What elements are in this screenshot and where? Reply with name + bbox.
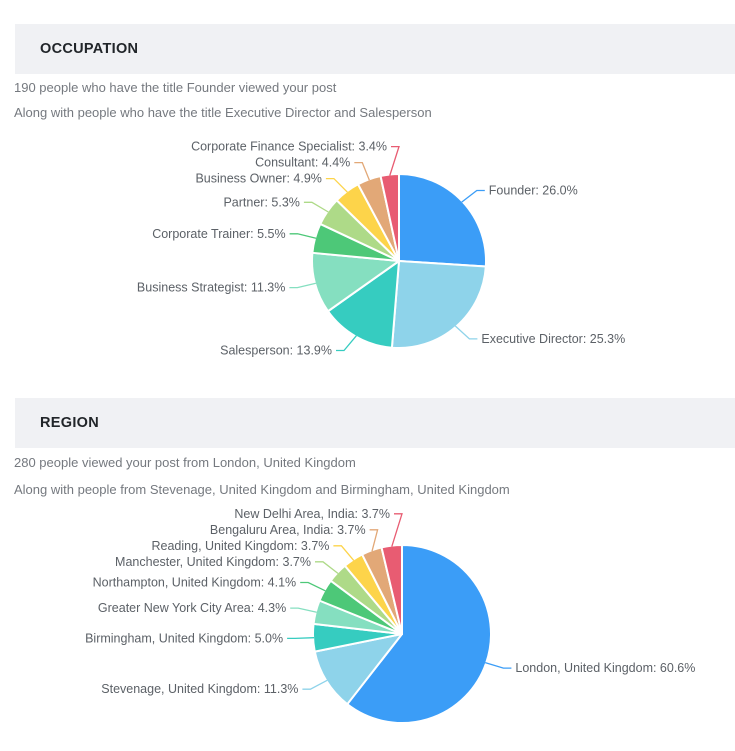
pie-label-line-northampton-united-kingdom (300, 581, 326, 592)
pie-label-bengaluru-area-india: Bengaluru Area, India: 3.7% (210, 523, 366, 537)
occupation-pie-chart: Corporate Finance Specialist: 3.4% Consul… (137, 140, 625, 358)
pie-label-reading-united-kingdom: Reading, United Kingdom: 3.7% (152, 539, 330, 553)
pie-label-line-executive-director (454, 325, 478, 340)
pie-slice-executive-director[interactable] (390, 260, 487, 349)
pie-label-line-consultant (354, 161, 371, 181)
pie-label-line-business-strategist (289, 282, 317, 289)
pie-label-business-strategist: Business Strategist: 11.3% (137, 281, 285, 295)
pie-label-consultant: Consultant: 4.4% (255, 156, 350, 170)
pie-label-line-manchester-united-kingdom (315, 561, 339, 575)
pie-label-line-salesperson (336, 335, 357, 352)
pie-label-line-stevenage-united-kingdom (302, 679, 328, 690)
pie-label-london-united-kingdom: London, United Kingdom: 60.6% (515, 661, 695, 675)
region-secondary-text: Along with people from Stevenage, United… (14, 482, 510, 497)
pie-label-partner: Partner: 5.3% (223, 195, 299, 209)
pie-label-corporate-trainer: Corporate Trainer: 5.5% (152, 227, 285, 241)
pie-label-line-business-owner (325, 177, 348, 193)
pie-label-new-delhi-area-india: New Delhi Area, India: 3.7% (234, 507, 390, 521)
occupation-section-title: OCCUPATION (40, 41, 139, 57)
pie-label-line-greater-new-york-city-area (290, 607, 317, 613)
pie-label-line-partner (303, 201, 329, 213)
pie-label-corporate-finance-specialist: Corporate Finance Specialist: 3.4% (191, 140, 387, 154)
occupation-summary-text: 190 people who have the title Founder vi… (14, 80, 337, 95)
pie-label-line-london-united-kingdom (485, 661, 512, 669)
occupation-section-header: OCCUPATION (15, 24, 735, 74)
pie-label-northampton-united-kingdom: Northampton, United Kingdom: 4.1% (93, 576, 297, 590)
pie-label-founder: Founder: 26.0% (489, 184, 578, 198)
pie-slice-founder[interactable] (398, 173, 487, 268)
pie-label-line-founder (461, 189, 485, 203)
pie-label-birmingham-united-kingdom: Birmingham, United Kingdom: 5.0% (85, 631, 283, 645)
occupation-secondary-text: Along with people who have the title Exe… (14, 105, 432, 120)
pie-label-line-new-delhi-area-india (391, 513, 403, 547)
pie-label-stevenage-united-kingdom: Stevenage, United Kingdom: 11.3% (101, 682, 298, 696)
pie-label-manchester-united-kingdom: Manchester, United Kingdom: 3.7% (115, 555, 311, 569)
region-section-header: REGION (15, 398, 735, 448)
pie-label-executive-director: Executive Director: 25.3% (481, 332, 625, 346)
pie-label-line-birmingham-united-kingdom (287, 637, 315, 640)
region-summary-text: 280 people viewed your post from London,… (14, 455, 356, 470)
pie-label-line-reading-united-kingdom (333, 545, 355, 561)
pie-label-line-corporate-trainer (289, 233, 317, 239)
pie-label-salesperson: Salesperson: 13.9% (220, 344, 332, 358)
pie-label-line-corporate-finance-specialist (389, 145, 400, 176)
region-section-title: REGION (40, 415, 99, 431)
pie-label-business-owner: Business Owner: 4.9% (195, 172, 321, 186)
pie-label-line-bengaluru-area-india (369, 529, 379, 552)
region-pie-chart: New Delhi Area, India: 3.7% Bengaluru Are… (85, 507, 695, 724)
pie-label-greater-new-york-city-area: Greater New York City Area: 4.3% (98, 601, 286, 615)
